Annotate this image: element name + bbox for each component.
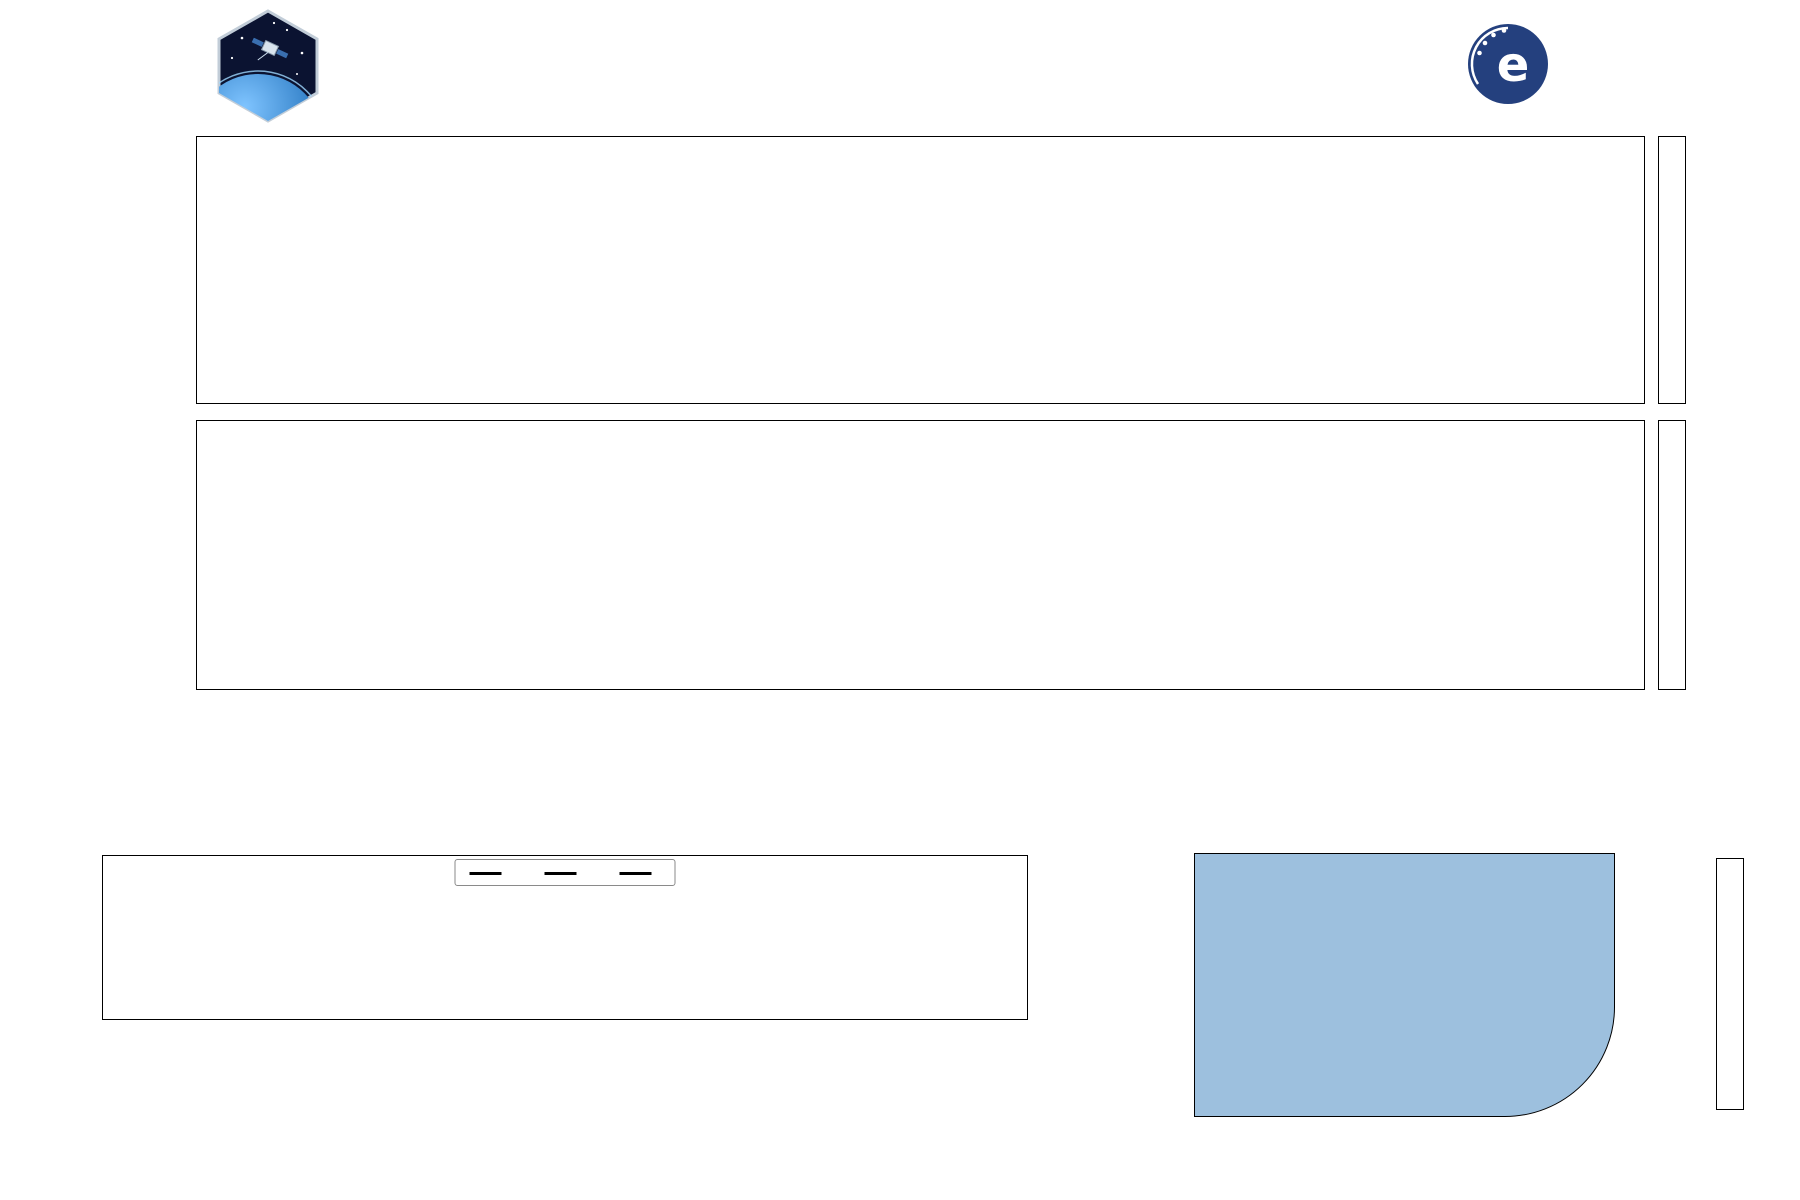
yaw-line-sample bbox=[469, 872, 502, 875]
legend-item-pitch bbox=[544, 863, 586, 882]
cassiope-patch-graphic bbox=[217, 9, 319, 123]
pitch-line-sample bbox=[544, 872, 577, 875]
altitude-colorbar bbox=[1716, 858, 1744, 1110]
angle-legend bbox=[454, 859, 676, 886]
spectrogram-a-canvas bbox=[196, 136, 1645, 404]
esa-logo: e bbox=[1466, 22, 1554, 106]
world-map-canvas bbox=[1195, 854, 1612, 1114]
esa-emblem-icon: e bbox=[1468, 24, 1548, 104]
legend-item-yaw bbox=[469, 863, 511, 882]
legend-item-roll bbox=[619, 863, 661, 882]
roll-line-sample bbox=[619, 872, 652, 875]
svg-text:e: e bbox=[1497, 37, 1530, 93]
voltage-colorbar-b bbox=[1658, 420, 1686, 690]
cassiope-mission-patch bbox=[212, 8, 324, 128]
voltage-colorbar-a bbox=[1658, 136, 1686, 404]
ground-track-map bbox=[1194, 853, 1615, 1117]
spectrogram-b-canvas bbox=[196, 420, 1645, 690]
satellite-icon bbox=[251, 37, 289, 61]
interval-marker-legend bbox=[1208, 1141, 1224, 1160]
angle-plot bbox=[102, 855, 1028, 1020]
